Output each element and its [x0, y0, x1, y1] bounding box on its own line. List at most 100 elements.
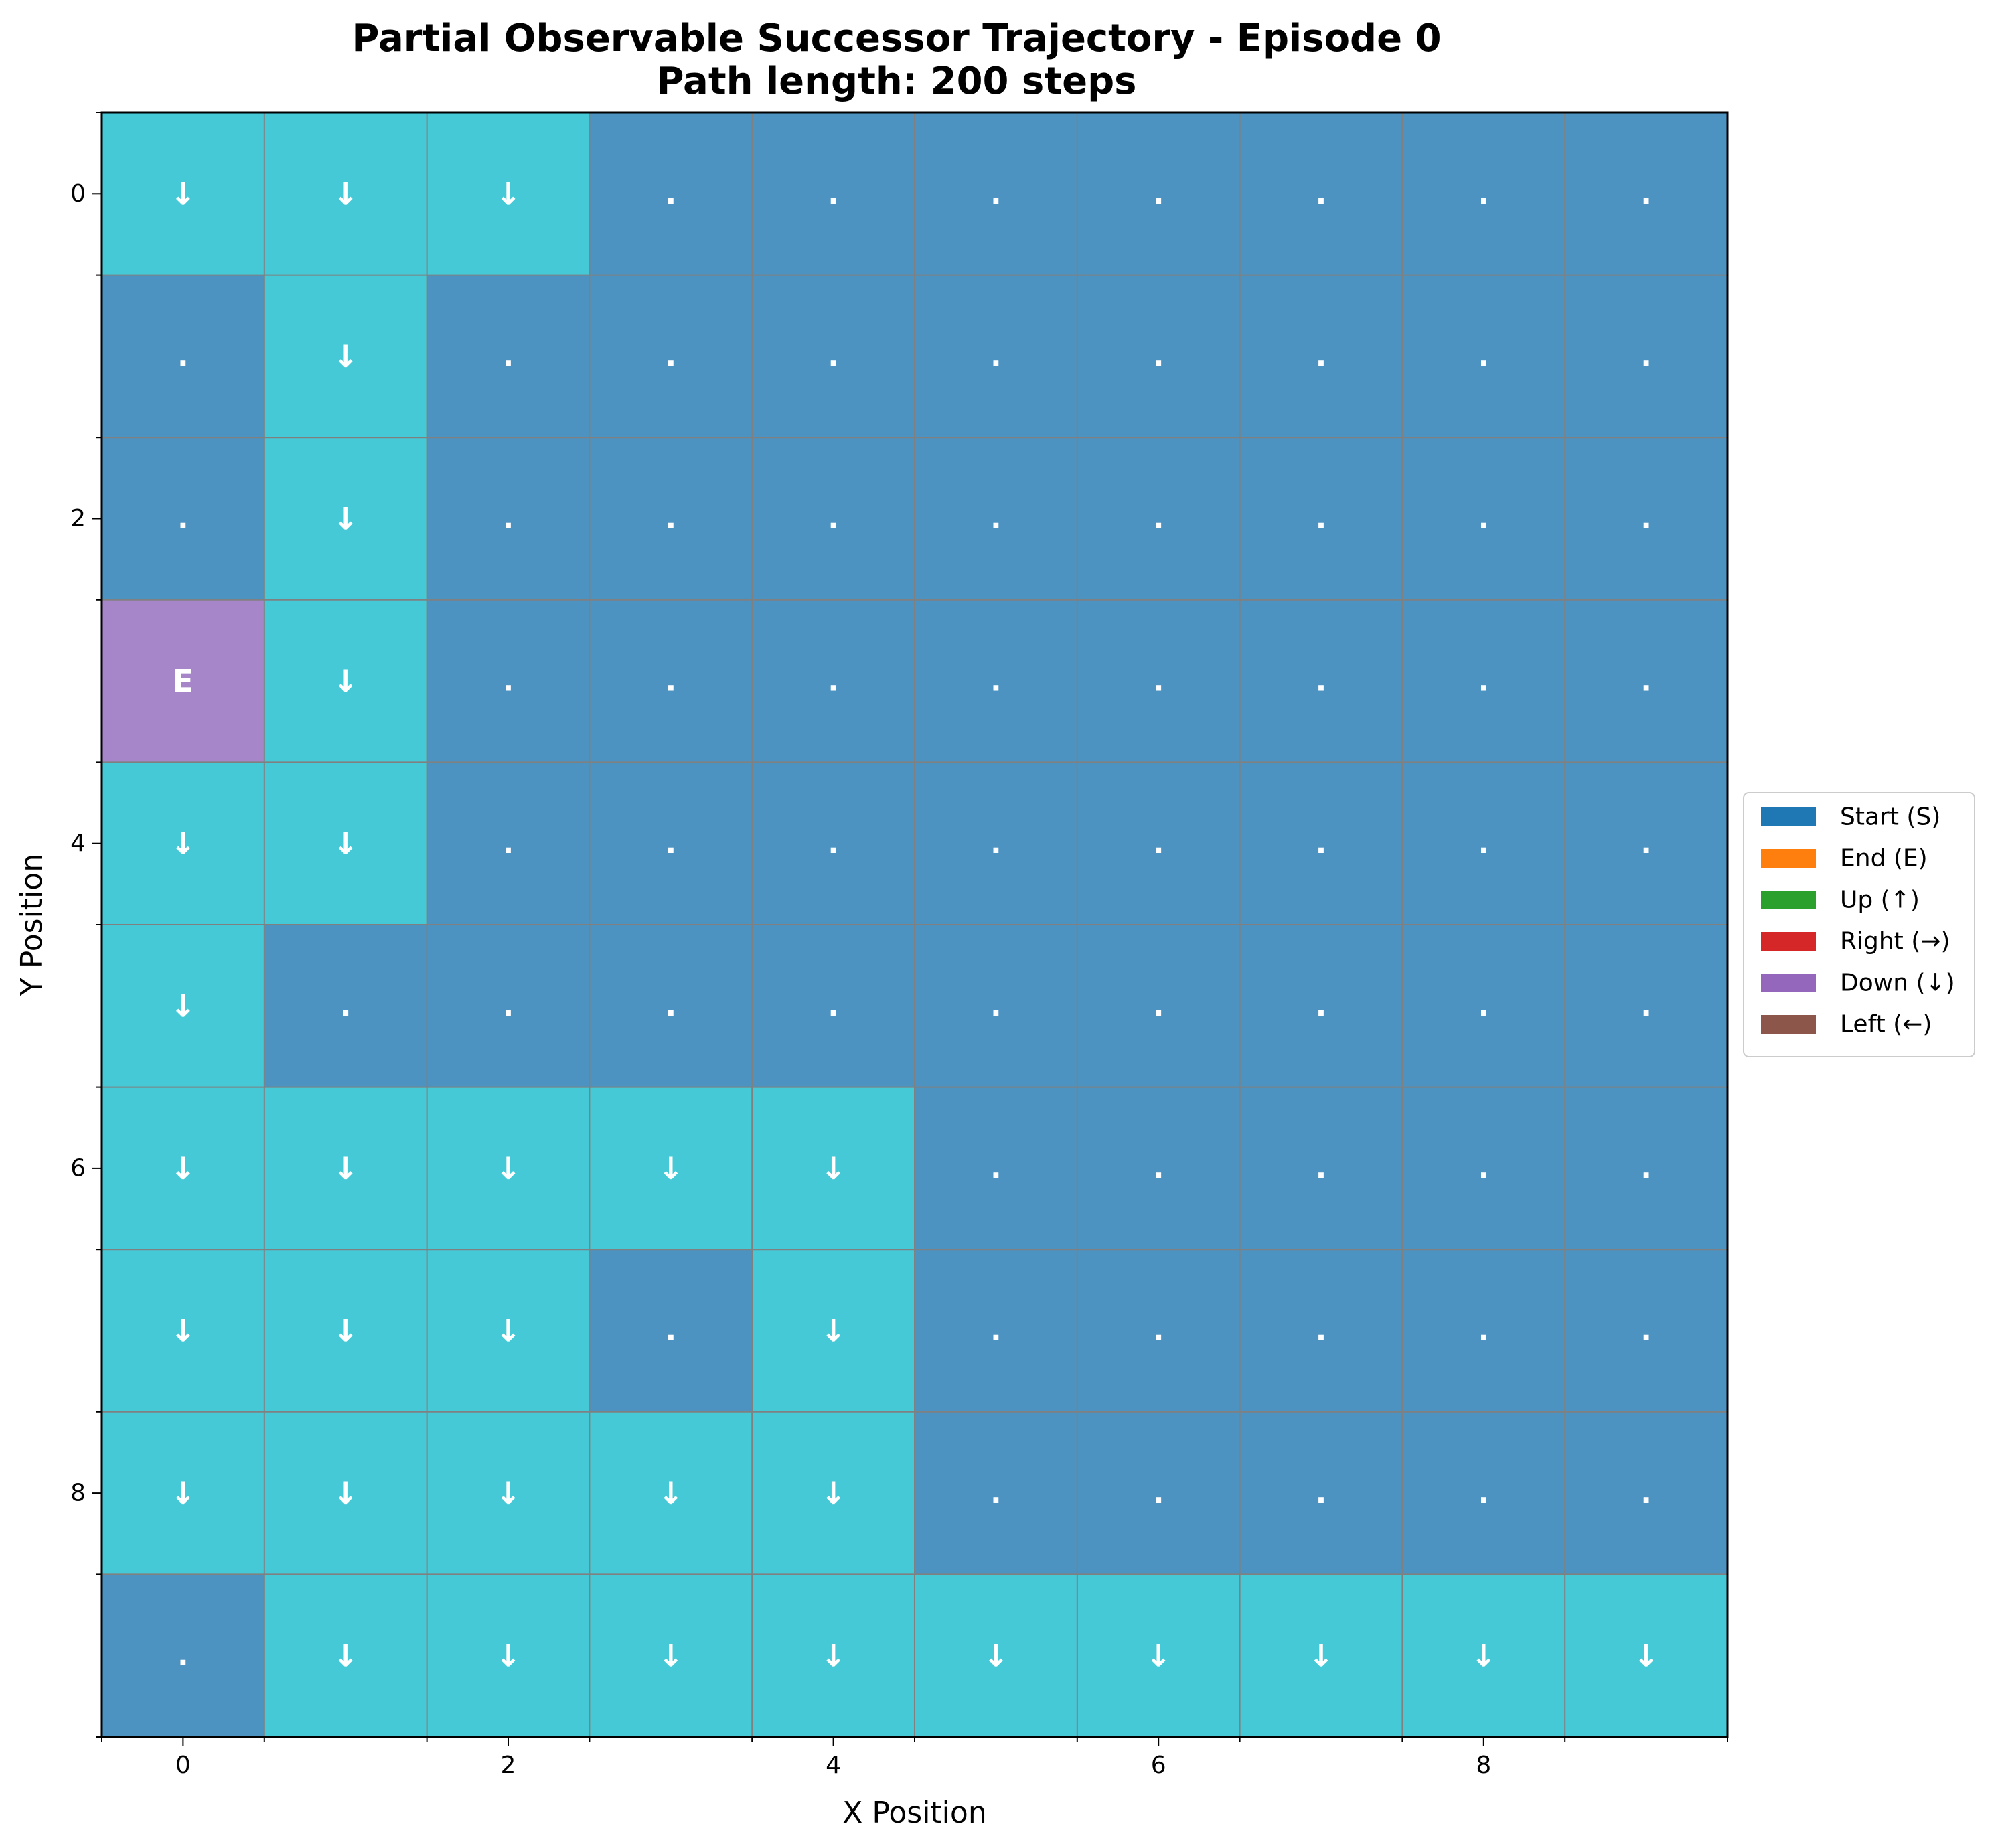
cell-symbol: .: [1316, 502, 1327, 536]
cell-symbol: .: [828, 664, 839, 698]
cell-symbol: .: [1153, 826, 1164, 860]
cell-symbol: .: [828, 989, 839, 1023]
cell-symbol: ↓: [170, 826, 196, 862]
grid-cell: [1077, 275, 1241, 438]
grid-cell: [1077, 762, 1241, 925]
cell-symbol: .: [990, 1151, 1002, 1185]
grid-cell: [1077, 925, 1241, 1088]
legend-swatch: [1761, 974, 1816, 992]
cell-symbol: .: [503, 989, 514, 1023]
legend-swatch: [1761, 1015, 1816, 1034]
grid-cell: [1239, 275, 1403, 438]
grid-cell: [915, 1087, 1078, 1250]
grid-cell: [1565, 925, 1728, 1088]
cell-symbol: .: [1153, 1314, 1164, 1348]
grid-cell: [264, 1087, 428, 1250]
grid-cell: [1565, 1087, 1728, 1250]
x-tick-label: 4: [826, 1752, 841, 1779]
grid-cell: [1402, 1249, 1565, 1413]
cell-symbol: ↓: [170, 1150, 196, 1186]
cell-symbol: .: [665, 177, 676, 211]
cell-symbol: E: [173, 663, 194, 699]
grid-cell: [1239, 599, 1403, 763]
cell-symbol: ↓: [333, 1313, 359, 1349]
grid-cell: [1565, 437, 1728, 601]
grid-cell: [752, 925, 915, 1088]
cell-symbol: .: [665, 989, 676, 1023]
grid-cell: [102, 275, 265, 438]
cell-symbol: .: [1316, 664, 1327, 698]
grid-cell: [915, 1574, 1078, 1738]
legend-swatch: [1761, 849, 1816, 868]
cell-symbol: .: [990, 1314, 1002, 1348]
grid-cell: [102, 1249, 265, 1413]
grid-cell: [752, 1411, 915, 1575]
grid-cell: [752, 1574, 915, 1738]
cell-symbol: .: [665, 826, 676, 860]
grid-cell: [427, 1574, 590, 1738]
grid-cell: [427, 112, 590, 276]
grid-cell: [102, 1411, 265, 1575]
cell-symbol: .: [828, 177, 839, 211]
grid-cell: [264, 762, 428, 925]
x-tick-label: 8: [1476, 1752, 1491, 1779]
grid-cell: [915, 437, 1078, 601]
grid-cell: [1077, 599, 1241, 763]
cell-symbol: .: [503, 502, 514, 536]
cell-symbol: .: [177, 339, 189, 373]
cell-symbol: .: [665, 339, 676, 373]
grid-cell: [1077, 1574, 1241, 1738]
cell-symbol: .: [1640, 826, 1652, 860]
cell-symbol: ↓: [983, 1638, 1009, 1674]
cell-symbol: .: [1640, 177, 1652, 211]
cell-symbol: .: [990, 664, 1002, 698]
cell-symbol: .: [1153, 664, 1164, 698]
cell-symbol: .: [1316, 177, 1327, 211]
grid-cell: [589, 925, 753, 1088]
grid-cell: [1077, 1087, 1241, 1250]
grid-cell: [427, 599, 590, 763]
cell-symbol: ↓: [333, 1638, 359, 1674]
grid-cell: [102, 437, 265, 601]
grid-cell: [1402, 1411, 1565, 1575]
grid-cell: [102, 1087, 265, 1250]
cell-symbol: .: [503, 664, 514, 698]
grid-cell: [264, 1249, 428, 1413]
cell-symbol: .: [990, 177, 1002, 211]
grid-cell: [915, 762, 1078, 925]
cell-symbol: .: [177, 502, 189, 536]
grid-cell: [752, 437, 915, 601]
cell-symbol: .: [1478, 664, 1489, 698]
grid-cell: [915, 275, 1078, 438]
grid-cell: [427, 762, 590, 925]
grid-cell: [752, 1087, 915, 1250]
cell-symbol: ↓: [333, 1475, 359, 1511]
grid-cell: [1077, 437, 1241, 601]
legend: Start (S) End (E) Up (↑) Right (→) Down (↓) L…: [1743, 792, 1975, 1057]
cell-symbol: .: [1478, 1151, 1489, 1185]
grid-cell: [1565, 599, 1728, 763]
grid-cell: [915, 925, 1078, 1088]
cell-symbol: .: [1316, 1314, 1327, 1348]
grid-cell: [427, 1411, 590, 1575]
grid-cell: [264, 599, 428, 763]
cell-symbol: .: [990, 826, 1002, 860]
grid-cell: [264, 1411, 428, 1575]
grid-cell: [1402, 1087, 1565, 1250]
legend-label: Start (S): [1840, 803, 1940, 831]
grid-cells: [102, 112, 1728, 1738]
cell-symbol: .: [990, 989, 1002, 1023]
cell-symbol: .: [1153, 339, 1164, 373]
cell-symbol: .: [1478, 989, 1489, 1023]
grid-cell: [427, 437, 590, 601]
grid-cell: [1239, 1087, 1403, 1250]
grid-cell: [589, 1574, 753, 1738]
grid-cell: [264, 275, 428, 438]
grid-cell: [915, 1411, 1078, 1575]
y-tick-label: 8: [70, 1480, 86, 1507]
grid-cell: [1239, 925, 1403, 1088]
cell-symbol: ↓: [1146, 1638, 1172, 1674]
cell-symbol: .: [1478, 1314, 1489, 1348]
cell-symbol: .: [1640, 1314, 1652, 1348]
